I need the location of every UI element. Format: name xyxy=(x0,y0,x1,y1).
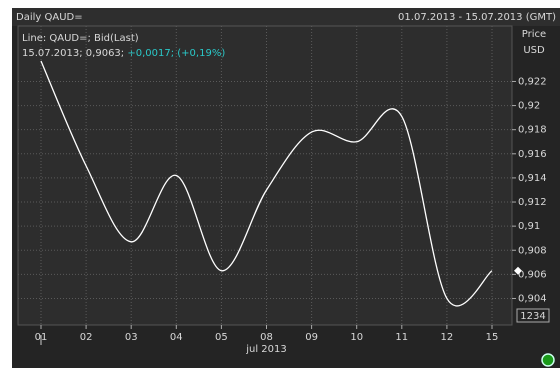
y-tick-label: 0,908 xyxy=(518,245,547,256)
x-tick-label: 12 xyxy=(441,332,454,343)
y-axis-unit: USD xyxy=(523,45,545,56)
last-value: 15.07.2013; 0,9063; xyxy=(22,48,124,59)
chart-title: Daily QAUD= xyxy=(16,12,83,23)
x-tick-label: 05 xyxy=(215,332,228,343)
plot-area xyxy=(17,25,513,326)
x-tick-label: 04 xyxy=(170,332,183,343)
x-tick-label: 15 xyxy=(486,332,499,343)
y-tick-label: 0,904 xyxy=(518,293,547,304)
x-tick-label: 03 xyxy=(125,332,138,343)
legend-entry: Line: QAUD=; Bid(Last) xyxy=(22,33,139,44)
y-tick-label: 0,918 xyxy=(518,125,547,136)
x-tick-label: 11 xyxy=(395,332,408,343)
x-tick-label: 08 xyxy=(260,332,273,343)
last-point: 15.07.2013; 0,9063; +0,0017; (+0,19%) xyxy=(22,48,225,59)
y-tick-label: 0,906 xyxy=(518,269,547,280)
header-bar xyxy=(12,8,560,26)
y-tick-label: 0,91 xyxy=(518,221,540,232)
status-indicator[interactable] xyxy=(541,353,555,367)
x-tick-label: 02 xyxy=(80,332,93,343)
price-line xyxy=(40,60,493,307)
corner-box xyxy=(516,308,550,323)
y-tick-label: 0,922 xyxy=(518,76,547,87)
x-axis-label: jul 2013 xyxy=(245,344,287,355)
last-value-marker xyxy=(514,266,522,275)
x-tick-label: 01 xyxy=(35,332,48,343)
date-range: 01.07.2013 - 15.07.2013 (GMT) xyxy=(398,12,556,23)
y-tick-label: 0,92 xyxy=(518,101,540,112)
x-tick-label: 09 xyxy=(305,332,318,343)
corner-label: 1234 xyxy=(520,311,545,322)
x-tick-label: 10 xyxy=(350,332,363,343)
y-tick-label: 0,912 xyxy=(518,197,547,208)
y-tick-label: 0,916 xyxy=(518,149,547,160)
y-tick-label: 0,914 xyxy=(518,173,547,184)
y-axis-label: Price xyxy=(522,29,546,40)
